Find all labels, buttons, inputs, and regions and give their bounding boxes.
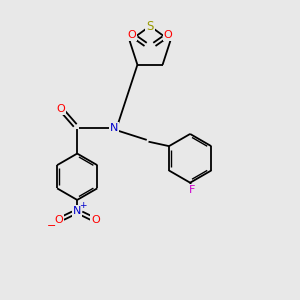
Text: N: N [110,123,118,133]
Text: O: O [54,215,63,225]
Text: +: + [79,201,87,210]
Text: F: F [188,185,195,195]
Text: O: O [164,30,172,40]
Text: O: O [56,104,65,114]
Text: N: N [73,206,81,216]
Text: O: O [91,215,100,225]
Text: S: S [146,20,154,33]
Text: O: O [128,30,136,40]
Text: −: − [46,221,56,231]
